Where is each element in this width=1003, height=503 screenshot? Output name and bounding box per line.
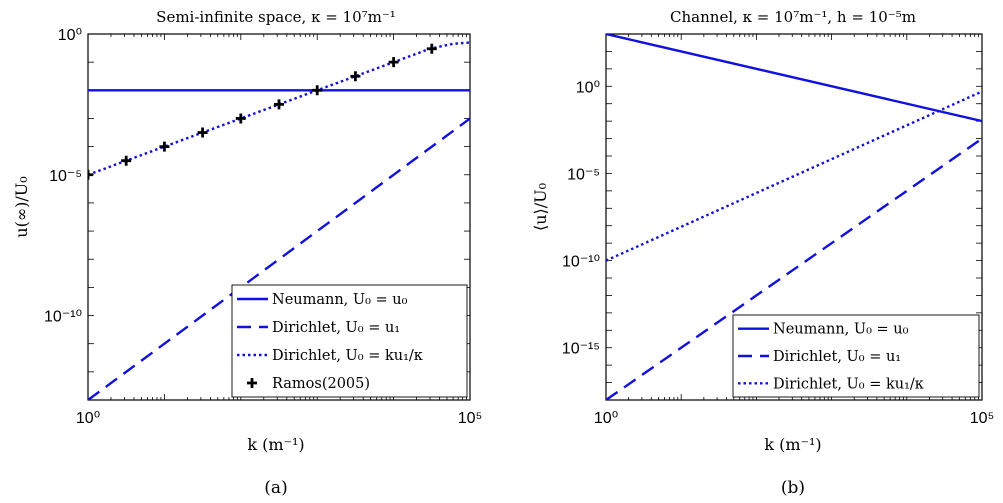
panel-b-ylabel: ⟨u⟩/U₀ (531, 183, 550, 231)
legend-b: Neumann, U₀ = u₀ Dirichlet, U₀ = u₁ Dirich… (732, 314, 980, 398)
legend-label-b-0: Neumann, U₀ = u₀ (773, 322, 909, 338)
legend-label-a-2: Dirichlet, U₀ = ku₁/κ (272, 348, 423, 364)
panel-b-label: (b) (781, 478, 805, 498)
series-line-b-2 (606, 90, 982, 262)
legend-label-a-3: Ramos(2005) (272, 376, 370, 392)
plot-frame-a (87, 33, 471, 401)
ramos-marker-a-5 (273, 99, 284, 110)
panel-a-label: (a) (264, 478, 287, 498)
panel-b-plot: 10⁰ 10⁵ 10⁻¹⁵ 10⁻¹⁰ 10⁻⁵ 10⁰ Neumann, U₀ = u₀ D… (562, 33, 994, 427)
legend-label-a-0: Neumann, U₀ = u₀ (272, 292, 408, 308)
legend-label-a-1: Dirichlet, U₀ = u₁ (272, 320, 400, 336)
plot-frame-b (605, 33, 983, 401)
y-tick-label-b-0: 10⁻¹⁵ (562, 341, 600, 358)
ramos-marker-a-8 (388, 57, 399, 68)
panel-a-ylabel: u(∞)/U₀ (12, 176, 31, 237)
y-tick-label-b-2: 10⁻⁵ (567, 166, 600, 183)
y-tick-label-a-0: 10⁻¹⁰ (44, 309, 82, 326)
panel-a-xlabel: k (m⁻¹) (247, 435, 304, 454)
legend-label-b-1: Dirichlet, U₀ = u₁ (773, 349, 901, 365)
series-line-a-2 (88, 41, 470, 176)
x-tick-label-a-0: 10⁰ (76, 410, 100, 427)
x-tick-label-b-1: 10⁵ (970, 410, 994, 427)
series-line-b-0 (606, 34, 982, 123)
series-line-a-1 (88, 117, 470, 400)
ramos-marker-a-2 (159, 141, 170, 152)
y-tick-label-a-2: 10⁰ (58, 27, 82, 44)
ramos-marker-a-7 (350, 71, 361, 82)
ramos-marker-a-1 (121, 155, 132, 166)
ramos-marker-a-0 (88, 169, 93, 180)
ramos-marker-a-4 (235, 113, 246, 124)
y-tick-label-b-3: 10⁰ (576, 79, 600, 96)
y-tick-label-b-1: 10⁻¹⁰ (562, 254, 600, 271)
panel-b-title: Channel, κ = 10⁷m⁻¹, h = 10⁻⁵m (670, 8, 916, 26)
panel-b-xlabel: k (m⁻¹) (764, 435, 821, 454)
panel-a: Semi-infinite space, κ = 10⁷m⁻¹ 10⁰ 10⁵10… (12, 8, 482, 498)
x-tick-label-b-0: 10⁰ (594, 410, 618, 427)
legend-label-b-2: Dirichlet, U₀ = ku₁/κ (773, 376, 924, 392)
panel-b: Channel, κ = 10⁷m⁻¹, h = 10⁻⁵m 10⁰ 10⁵ 10⁻… (531, 8, 994, 498)
ramos-marker-a-6 (312, 85, 323, 96)
x-tick-label-a-1: 10⁵ (458, 410, 482, 427)
series-line-b-1 (606, 137, 982, 400)
panel-a-title: Semi-infinite space, κ = 10⁷m⁻¹ (156, 8, 396, 26)
y-tick-label-a-1: 10⁻⁵ (49, 168, 82, 185)
ramos-marker-a-9 (426, 43, 437, 54)
ramos-marker-a-3 (197, 127, 208, 138)
panel-a-plot: 10⁰ 10⁵ 10⁻¹⁰ 10⁻⁵ 10⁰ Neumann, U₀ = u₀ Dirich… (44, 27, 482, 427)
legend-a: Neumann, U₀ = u₀ Dirichlet, U₀ = u₁ Dirich… (231, 284, 468, 398)
legend-swatch-a-3 (247, 378, 257, 388)
